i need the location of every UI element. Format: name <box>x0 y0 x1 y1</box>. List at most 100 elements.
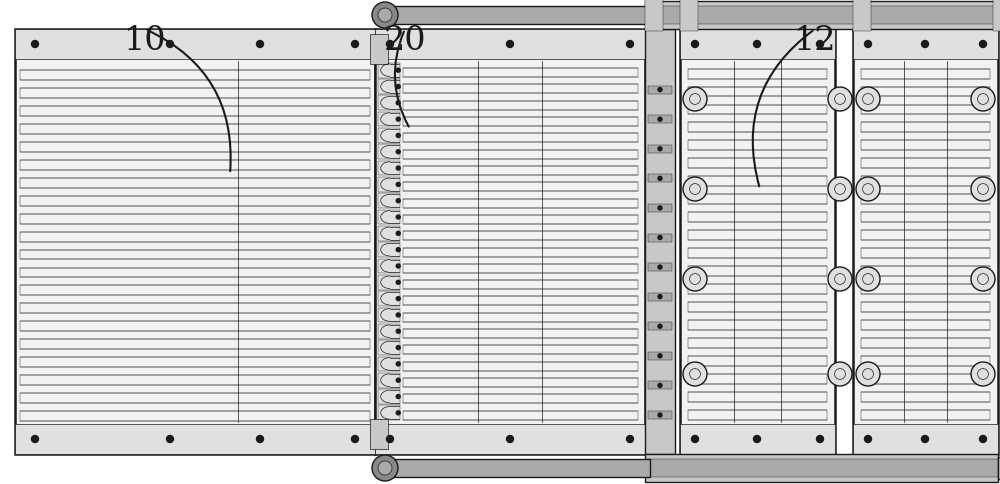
Circle shape <box>507 436 514 442</box>
Bar <box>403 199 638 208</box>
Bar <box>20 268 370 278</box>
Bar <box>861 338 990 348</box>
Bar <box>648 146 672 153</box>
Bar <box>648 293 672 301</box>
Bar <box>648 411 672 419</box>
Circle shape <box>683 88 707 112</box>
Circle shape <box>683 362 707 386</box>
Circle shape <box>396 166 400 171</box>
Bar <box>403 166 638 176</box>
Circle shape <box>396 362 400 366</box>
Circle shape <box>396 330 400 333</box>
Bar <box>688 106 827 115</box>
Bar <box>20 179 370 188</box>
Circle shape <box>692 42 698 48</box>
Bar <box>20 232 370 242</box>
Bar <box>645 454 998 482</box>
Bar <box>998 457 1000 479</box>
Bar <box>861 195 990 205</box>
Circle shape <box>396 411 400 415</box>
Circle shape <box>658 207 662 211</box>
Bar <box>861 302 990 312</box>
Circle shape <box>864 436 872 442</box>
Circle shape <box>856 88 880 112</box>
Circle shape <box>658 266 662 270</box>
Circle shape <box>754 436 761 442</box>
Bar <box>378 292 400 306</box>
Circle shape <box>971 362 995 386</box>
Bar <box>378 243 400 257</box>
Bar <box>403 264 638 273</box>
Bar <box>861 159 990 169</box>
Bar <box>403 411 638 420</box>
Circle shape <box>396 183 400 187</box>
Bar <box>688 285 827 294</box>
Bar <box>648 381 672 390</box>
Circle shape <box>167 436 174 442</box>
Circle shape <box>378 461 392 475</box>
Bar <box>688 159 827 169</box>
Bar <box>861 410 990 420</box>
Circle shape <box>396 69 400 73</box>
Circle shape <box>971 178 995 201</box>
Bar <box>20 304 370 314</box>
Bar <box>378 210 400 225</box>
Circle shape <box>396 378 400 382</box>
Text: 12: 12 <box>794 25 836 57</box>
Bar <box>403 346 638 355</box>
Bar <box>20 411 370 421</box>
Bar <box>20 197 370 206</box>
Circle shape <box>658 384 662 388</box>
Bar <box>680 30 835 454</box>
Bar <box>403 248 638 257</box>
Circle shape <box>683 268 707 291</box>
Circle shape <box>396 313 400 318</box>
Bar <box>20 89 370 99</box>
Circle shape <box>387 436 394 442</box>
Bar <box>688 231 827 241</box>
Bar <box>403 215 638 225</box>
Bar <box>680 424 835 454</box>
Bar <box>403 151 638 159</box>
Circle shape <box>980 42 986 48</box>
Bar <box>375 424 645 454</box>
Bar <box>648 116 672 124</box>
Bar <box>385 7 650 25</box>
Circle shape <box>396 232 400 236</box>
Bar <box>20 322 370 332</box>
Bar <box>861 177 990 187</box>
Bar <box>403 118 638 127</box>
Bar <box>378 373 400 388</box>
Bar <box>20 161 370 170</box>
Bar <box>403 297 638 306</box>
Circle shape <box>856 362 880 386</box>
Bar <box>378 324 400 339</box>
Circle shape <box>922 436 928 442</box>
Circle shape <box>32 42 39 48</box>
Bar <box>861 141 990 151</box>
Bar <box>403 313 638 322</box>
Circle shape <box>658 89 662 92</box>
Bar <box>378 113 400 127</box>
Bar <box>20 340 370 349</box>
Bar <box>20 358 370 367</box>
Circle shape <box>658 325 662 329</box>
Bar <box>20 286 370 296</box>
Circle shape <box>658 177 662 181</box>
Circle shape <box>257 42 264 48</box>
Bar <box>688 213 827 223</box>
Bar <box>645 0 663 32</box>
Bar <box>403 69 638 78</box>
Bar <box>680 0 698 32</box>
Circle shape <box>658 236 662 240</box>
Bar <box>375 30 645 60</box>
Bar <box>378 64 400 78</box>
Circle shape <box>658 295 662 299</box>
Bar <box>403 134 638 143</box>
Bar <box>861 374 990 384</box>
Bar <box>645 30 675 454</box>
Bar <box>15 424 375 454</box>
Bar <box>378 129 400 143</box>
Circle shape <box>352 436 359 442</box>
Bar <box>20 71 370 81</box>
